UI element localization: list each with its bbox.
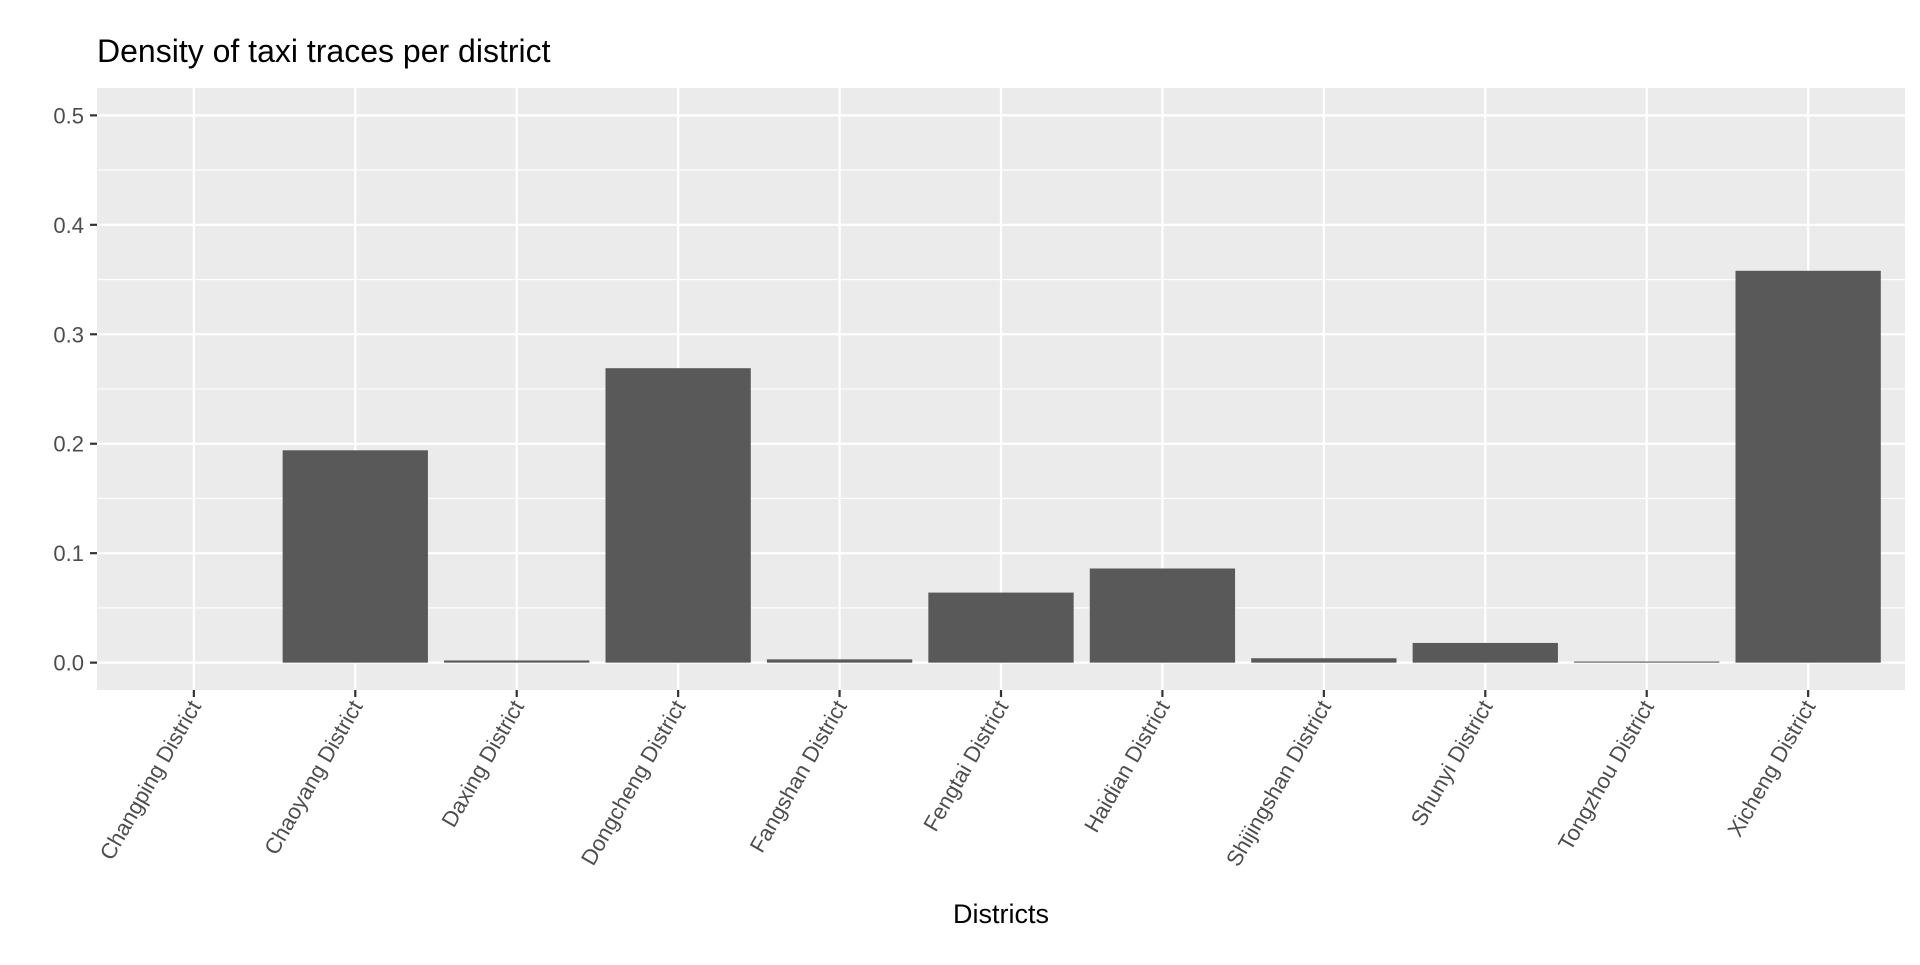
x-tick-label: Dongcheng District	[576, 696, 691, 869]
bar	[928, 592, 1074, 663]
y-tick-label: 0.4	[53, 213, 84, 238]
x-tick-label: Tongzhou District	[1553, 696, 1659, 855]
x-axis: Changping District Chaoyang District Daxin…	[95, 690, 1820, 871]
x-tick-label: Daxing District	[436, 696, 529, 831]
bar	[444, 660, 590, 663]
x-tick-label: Fengtai District	[918, 696, 1013, 836]
y-tick-label: 0.5	[53, 103, 84, 128]
bar	[605, 368, 751, 663]
y-tick-label: 0.0	[53, 651, 84, 676]
bars	[282, 270, 1881, 663]
bar	[1735, 270, 1881, 663]
bar	[1089, 568, 1236, 663]
x-tick-label: Shunyi District	[1406, 696, 1498, 830]
bar	[1574, 661, 1720, 663]
y-tick-label: 0.1	[53, 541, 84, 566]
bar	[766, 659, 913, 663]
chart-title: Density of taxi traces per district	[97, 33, 551, 69]
x-tick-label: Chaoyang District	[259, 696, 367, 859]
x-tick-label: Shijingshan District	[1221, 696, 1336, 871]
y-axis: 0.0 0.1 0.2 0.3 0.4 0.5	[53, 103, 97, 676]
y-tick-label: 0.3	[53, 322, 84, 347]
x-tick-label: Haidian District	[1079, 696, 1175, 837]
x-tick-label: Changping District	[95, 696, 207, 864]
x-tick-label: Fangshan District	[745, 696, 852, 857]
bar	[282, 450, 428, 663]
y-tick-label: 0.2	[53, 432, 84, 457]
bar	[1251, 658, 1397, 663]
x-axis-title: Districts	[953, 899, 1049, 929]
bar	[1412, 642, 1558, 663]
x-tick-label: Xicheng District	[1722, 696, 1820, 841]
